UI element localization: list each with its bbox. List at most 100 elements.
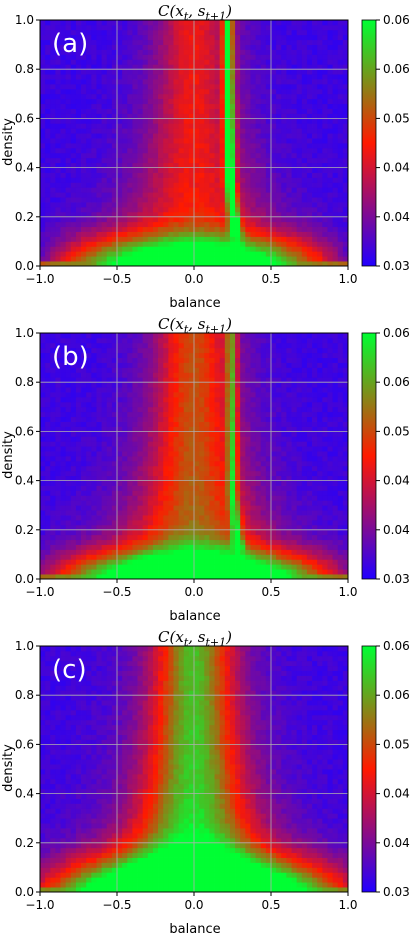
heatmap-cell [50,143,56,149]
heatmap-cell [60,83,67,90]
heatmap-cell [86,485,92,491]
heatmap-cell [281,421,287,427]
heatmap-cell [281,426,287,432]
heatmap-cell [250,256,256,262]
heatmap-cell [322,554,328,560]
heatmap-cell [70,246,77,252]
heatmap-cell [332,549,339,555]
heatmap-cell [240,93,246,100]
heatmap-cell [194,226,200,232]
heatmap-cell [178,128,185,134]
heatmap-cell [86,500,92,506]
heatmap-cell [291,226,298,232]
heatmap-cell [265,485,272,491]
heatmap-cell [322,564,328,570]
heatmap-cell [65,88,72,95]
heatmap-cell [194,88,200,95]
heatmap-cell [301,49,308,55]
heatmap-cell [147,236,154,242]
heatmap-cell [45,74,51,80]
heatmap-cell [250,113,256,119]
heatmap-cell [281,152,287,159]
heatmap-cell [199,490,205,496]
heatmap-cell [55,574,61,580]
heatmap-cell [65,24,72,31]
heatmap-cell [188,162,195,168]
heatmap-cell [255,20,262,26]
heatmap-cell [91,44,97,50]
heatmap-cell [40,475,46,481]
heatmap-cell [332,510,339,516]
heatmap-cell [168,98,174,105]
heatmap-cell [178,231,185,237]
heatmap-cell [81,79,87,85]
heatmap-cell [50,446,56,452]
heatmap-cell [260,495,267,501]
heatmap-cell [306,157,313,164]
heatmap-cell [250,152,256,159]
heatmap-cell [229,559,236,565]
heatmap-cell [245,241,251,247]
heatmap-cell [260,128,267,134]
heatmap-cell [265,123,272,129]
heatmap-cell [204,211,210,218]
heatmap-cell [219,549,226,555]
heatmap-cell [45,574,51,580]
heatmap-cell [286,529,292,536]
heatmap-cell [111,192,118,198]
heatmap-cell [194,451,200,457]
heatmap-cell [45,421,51,427]
heatmap-cell [188,236,195,242]
heatmap-cell [188,539,195,545]
heatmap-cell [260,24,267,31]
heatmap-cell [235,147,241,154]
heatmap-cell [224,426,231,432]
heatmap-cell [260,108,267,114]
heatmap-cell [163,177,169,183]
heatmap-cell [296,29,303,36]
heatmap-cell [235,88,241,95]
heatmap-cell [117,475,123,481]
heatmap-cell [265,451,272,457]
heatmap-cell [271,187,277,193]
heatmap-cell [111,103,118,109]
heatmap-cell [168,569,174,575]
heatmap-cell [122,261,128,267]
heatmap-cell [106,88,113,95]
heatmap-cell [332,20,339,26]
heatmap-cell [229,456,236,462]
heatmap-cell [312,221,318,228]
heatmap-cell [337,231,344,237]
x-tick-label: 0.0 [184,272,203,286]
heatmap-cell [286,251,292,257]
heatmap-cell [271,34,277,41]
heatmap-cell [106,490,113,496]
heatmap-cell [65,20,72,26]
heatmap-cell [60,475,67,481]
heatmap-cell [291,206,298,213]
heatmap-cell [132,128,138,134]
heatmap-cell [86,505,92,511]
heatmap-cell [163,113,169,119]
heatmap-cell [55,500,61,506]
heatmap-cell [235,20,241,26]
heatmap-cell [209,500,215,506]
heatmap-cell [81,93,87,100]
heatmap-cell [55,64,61,70]
heatmap-cell [224,519,231,526]
heatmap-cell [250,216,256,223]
heatmap-cell [255,59,262,65]
heatmap-cell [158,211,164,218]
heatmap-cell [117,564,123,570]
heatmap-cell [96,231,102,237]
heatmap-cell [45,157,51,164]
heatmap-cell [178,436,185,442]
heatmap-cell [70,103,77,109]
heatmap-cell [219,177,226,183]
heatmap-cell [219,460,226,467]
heatmap-cell [163,157,169,164]
heatmap-cell [286,152,292,159]
heatmap-cell [306,544,313,550]
heatmap-cell [245,564,251,570]
heatmap-cell [342,446,349,452]
